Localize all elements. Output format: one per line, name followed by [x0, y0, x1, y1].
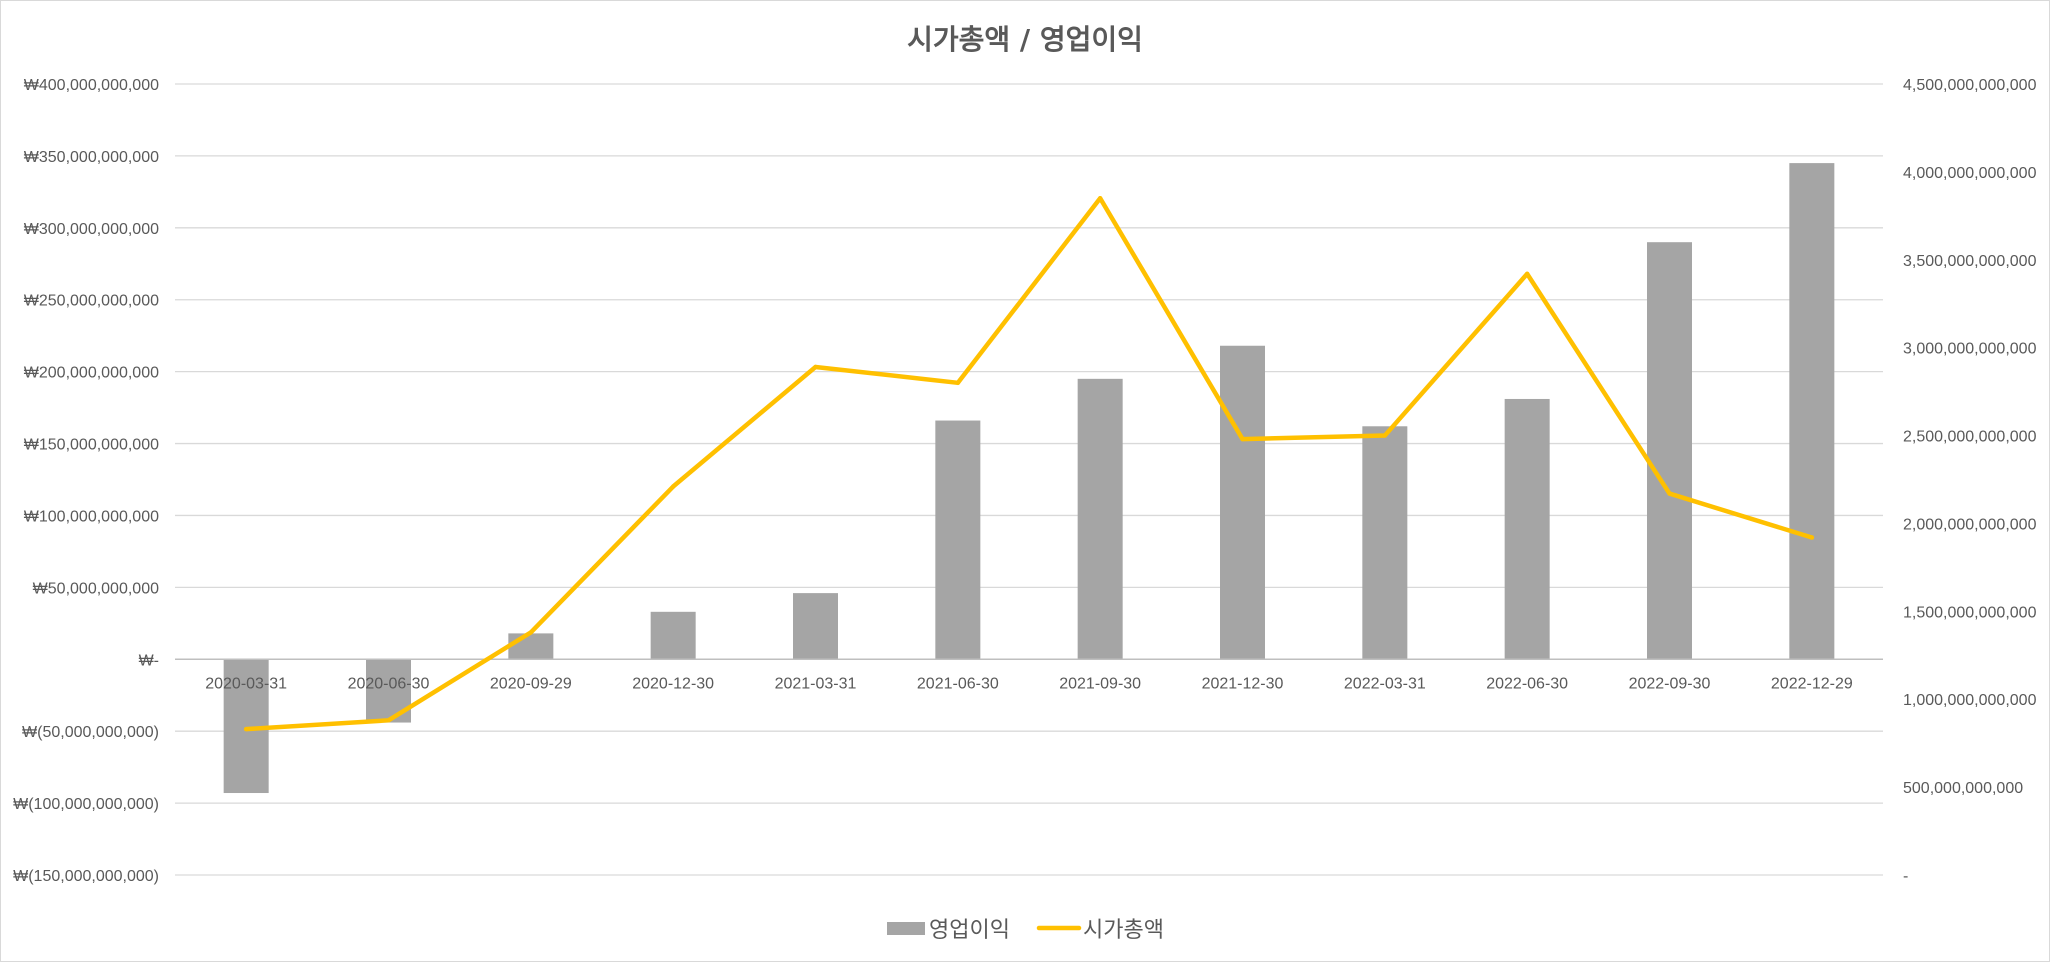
x-tick-label: 2020-12-30: [632, 675, 714, 692]
bar: [935, 420, 981, 660]
line-point: [955, 380, 961, 386]
x-tick-label: 2022-06-30: [1486, 675, 1568, 692]
bar: [1789, 163, 1835, 660]
bar: [1077, 378, 1123, 660]
line-point: [813, 364, 818, 370]
bar-series-영업이익: [223, 163, 1835, 794]
left-axis: ₩400,000,000,000 ₩350,000,000,000 ₩300,000…: [13, 77, 159, 885]
right-tick-label: 1,500,000,000,000: [1903, 604, 2037, 621]
line-point: [1809, 535, 1815, 540]
line-point: [670, 484, 676, 489]
x-tick-label: 2020-03-31: [205, 675, 287, 692]
x-tick-label: 2021-03-31: [775, 675, 857, 692]
x-axis-tick-labels: 2020-03-31 2020-06-30 2020-09-29 2020-12-30…: [205, 675, 1853, 692]
x-tick-label: 2022-09-30: [1629, 675, 1711, 692]
left-tick-label: ₩150,000,000,000: [24, 437, 159, 454]
left-tick-label: ₩250,000,000,000: [24, 293, 159, 310]
x-tick-label: 2020-09-29: [490, 675, 572, 692]
line-point: [1524, 271, 1530, 277]
left-tick-label: ₩(50,000,000,000): [22, 724, 159, 741]
legend-swatch-영업이익: [887, 922, 925, 935]
x-tick-label: 2022-03-31: [1344, 675, 1426, 692]
right-tick-label: 3,000,000,000,000: [1903, 341, 2037, 358]
bar: [650, 611, 696, 660]
bar: [1504, 398, 1550, 660]
line-point: [243, 726, 249, 732]
right-axis: 4,500,000,000,000 4,000,000,000,000 3,500,…: [1903, 77, 2037, 885]
legend: 영업이익 시가총액: [887, 918, 1164, 943]
right-tick-label: 4,000,000,000,000: [1903, 165, 2037, 182]
chart-title: 시가총액 / 영업이익: [907, 23, 1143, 56]
line-point: [1382, 433, 1388, 438]
line-point: [386, 718, 391, 723]
line-point: [1240, 436, 1245, 442]
right-tick-label: 1,000,000,000,000: [1903, 692, 2037, 709]
series-line: [243, 196, 1815, 732]
x-tick-label: 2021-12-30: [1202, 675, 1284, 692]
x-tick-label: 2022-12-29: [1771, 675, 1853, 692]
left-tick-label: ₩300,000,000,000: [24, 221, 159, 238]
legend-label-영업이익: 영업이익: [929, 918, 1010, 943]
left-tick-label: ₩(150,000,000,000): [13, 868, 159, 885]
left-tick-label: ₩(100,000,000,000): [13, 796, 159, 813]
line-series-시가총액: [243, 196, 1815, 732]
bar: [1647, 242, 1692, 660]
x-tick-label: 2021-06-30: [917, 675, 999, 692]
left-tick-label: ₩200,000,000,000: [24, 365, 159, 382]
bar: [508, 633, 554, 660]
line-point: [1667, 491, 1672, 496]
line-point: [528, 630, 534, 635]
right-tick-label: 500,000,000,000: [1903, 780, 2023, 797]
legend-label-시가총액: 시가총액: [1083, 918, 1164, 943]
bar: [1362, 426, 1408, 660]
left-tick-label: ₩-: [139, 652, 159, 669]
right-tick-label: -: [1903, 868, 1908, 885]
right-tick-label: 2,000,000,000,000: [1903, 516, 2037, 533]
line-point: [1097, 196, 1103, 201]
bar: [1220, 345, 1265, 660]
left-tick-label: ₩400,000,000,000: [24, 77, 159, 94]
gridlines: [175, 83, 1883, 876]
left-tick-label: ₩350,000,000,000: [24, 149, 159, 166]
right-tick-label: 3,500,000,000,000: [1903, 253, 2037, 270]
x-tick-label: 2020-06-30: [348, 675, 430, 692]
right-tick-label: 2,500,000,000,000: [1903, 429, 2037, 446]
left-tick-label: ₩50,000,000,000: [33, 580, 159, 597]
bar: [793, 593, 838, 660]
x-tick-label: 2021-09-30: [1059, 675, 1141, 692]
left-tick-label: ₩100,000,000,000: [24, 508, 159, 525]
right-tick-label: 4,500,000,000,000: [1903, 77, 2037, 94]
